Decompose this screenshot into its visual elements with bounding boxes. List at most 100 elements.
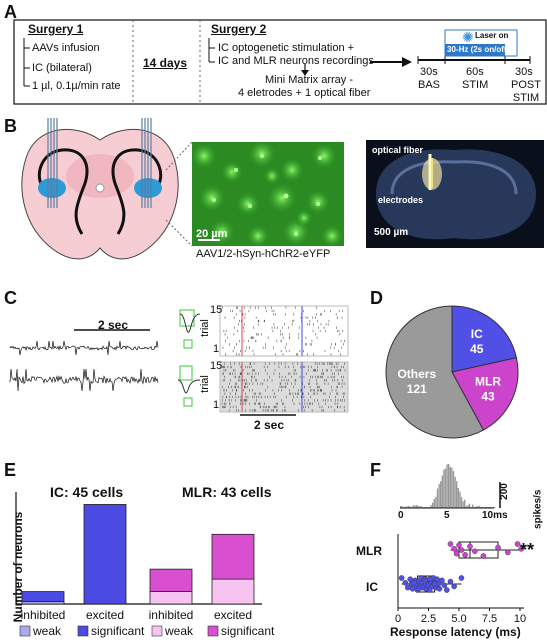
scatter-point [436, 586, 443, 592]
scatter-tick-label: 10 [514, 613, 526, 625]
hist-bar [476, 506, 479, 508]
hist-bar [448, 464, 450, 508]
scatter-point [472, 548, 478, 555]
epoch-post-duration: 30s [515, 66, 533, 78]
pie-slice-mlr [451, 357, 519, 431]
scatter-point [514, 541, 521, 547]
laser-label: Laser on [475, 31, 509, 40]
pie-label-mlr: MLR [475, 374, 501, 388]
hist-bar [494, 507, 496, 508]
latency-scatter: 0 2.5 5.0 7.5 10 [395, 534, 526, 625]
scatter-point [462, 551, 468, 558]
raster-ylabel-2: trial [198, 375, 211, 393]
bar-weak-3 [211, 578, 255, 605]
bar-significant-2 [149, 568, 193, 592]
panel-label-d: D [370, 288, 383, 308]
latency-histogram [400, 464, 501, 509]
surgery2-line-1: IC optogenetic stimulation + [218, 42, 355, 54]
scatter-point [398, 575, 405, 581]
scatter-point [451, 545, 457, 552]
bar-category-label: excited [214, 608, 252, 622]
trace-scale-label: 2 sec [98, 318, 129, 332]
hist-bar [409, 506, 411, 508]
panel-c-traces [9, 329, 159, 392]
group-label-mlr: MLR [356, 544, 382, 558]
bar-weak-2 [149, 591, 193, 605]
hist-bar [440, 481, 442, 508]
scatter-point [518, 545, 525, 552]
hist-bar [411, 506, 413, 508]
bar-category-label: excited [86, 608, 124, 622]
hist-bar [464, 499, 466, 508]
scatter-tick-label: 2.5 [421, 613, 436, 625]
scatter-point [447, 578, 454, 585]
legend-swatch [19, 625, 31, 637]
significance-marker: ** [520, 540, 535, 560]
hist-bar [414, 505, 416, 508]
hist-bar [441, 475, 443, 508]
scatter-point [426, 576, 433, 583]
hist-bar [465, 506, 467, 508]
bar-chart: inhibited excited inhibited excited weak sign… [15, 492, 275, 638]
hist-bar [430, 505, 432, 508]
hist-bar [444, 468, 447, 508]
bar-category-label: inhibited [149, 608, 194, 622]
hist-bar [428, 506, 431, 508]
pie-value-others: 121 [407, 382, 427, 396]
raster-tick-top-1: 15 [210, 304, 223, 316]
hist-bar [400, 506, 402, 508]
raster-ylabel-1: trial [198, 319, 211, 337]
scatter-point [439, 577, 445, 584]
legend-swatch [151, 625, 163, 637]
raster-tick-bottom-2: 1 [213, 399, 220, 411]
hist-bar [408, 505, 410, 508]
hist-bar [478, 505, 480, 508]
scatter-point [444, 587, 450, 593]
ic-cells-title: IC: 45 cells [50, 484, 124, 500]
surgery1-title: Surgery 1 [28, 22, 84, 36]
surgery2-line-4: 4 eletrodes + 1 optical fiber [238, 87, 371, 99]
panel-a-frame [13, 19, 547, 105]
hist-tick-5: 5 [444, 510, 450, 521]
hist-bar [404, 506, 407, 508]
pie-label-others: Others [397, 367, 436, 381]
hist-scale-unit: spikes/s [532, 489, 544, 529]
zoom-lines [165, 141, 193, 247]
hist-bar [467, 505, 469, 508]
hist-bar [449, 467, 451, 508]
hist-bar [412, 505, 415, 508]
hist-bar [457, 487, 459, 508]
hist-bar [401, 506, 403, 508]
epoch-bas-name: BAS [418, 79, 441, 91]
raster-scale-label: 2 sec [254, 418, 285, 432]
hist-bar [462, 501, 464, 508]
scatter-point [480, 553, 487, 559]
virus-caption: AAV1/2-hSyn-hChR2-eYFP [196, 248, 331, 260]
hist-bar [475, 506, 477, 508]
scatter-point [415, 586, 422, 592]
panel-label-f: F [370, 460, 381, 480]
epoch-stim-name: STIM [462, 79, 489, 91]
interval-label: 14 days [143, 56, 188, 70]
hist-bar [459, 491, 461, 508]
raster-tick-bottom-1: 1 [213, 343, 220, 355]
scatter-point [447, 541, 454, 547]
surgery1-step-3: 1 µl, 0.1µ/min rate [32, 80, 121, 92]
electrodes-label: electrodes [378, 195, 424, 205]
scatter-point [458, 575, 465, 581]
scatter-point [434, 576, 440, 583]
legend-label: weak [32, 624, 62, 638]
hist-bar [417, 506, 419, 508]
hist-bar [416, 505, 418, 508]
brain-slice-image [366, 140, 544, 248]
voltage-trace [9, 340, 159, 356]
scatter-point [453, 550, 460, 557]
epoch-bas-duration: 30s [420, 66, 438, 78]
hist-bar [472, 504, 474, 508]
raster-tick-top-2: 15 [210, 360, 223, 372]
voltage-trace [9, 368, 159, 392]
scatter-point [431, 581, 438, 587]
hist-tick-0: 0 [398, 510, 404, 521]
hist-bar [435, 496, 437, 508]
surgery1-step-1: AAVs infusion [32, 42, 100, 54]
